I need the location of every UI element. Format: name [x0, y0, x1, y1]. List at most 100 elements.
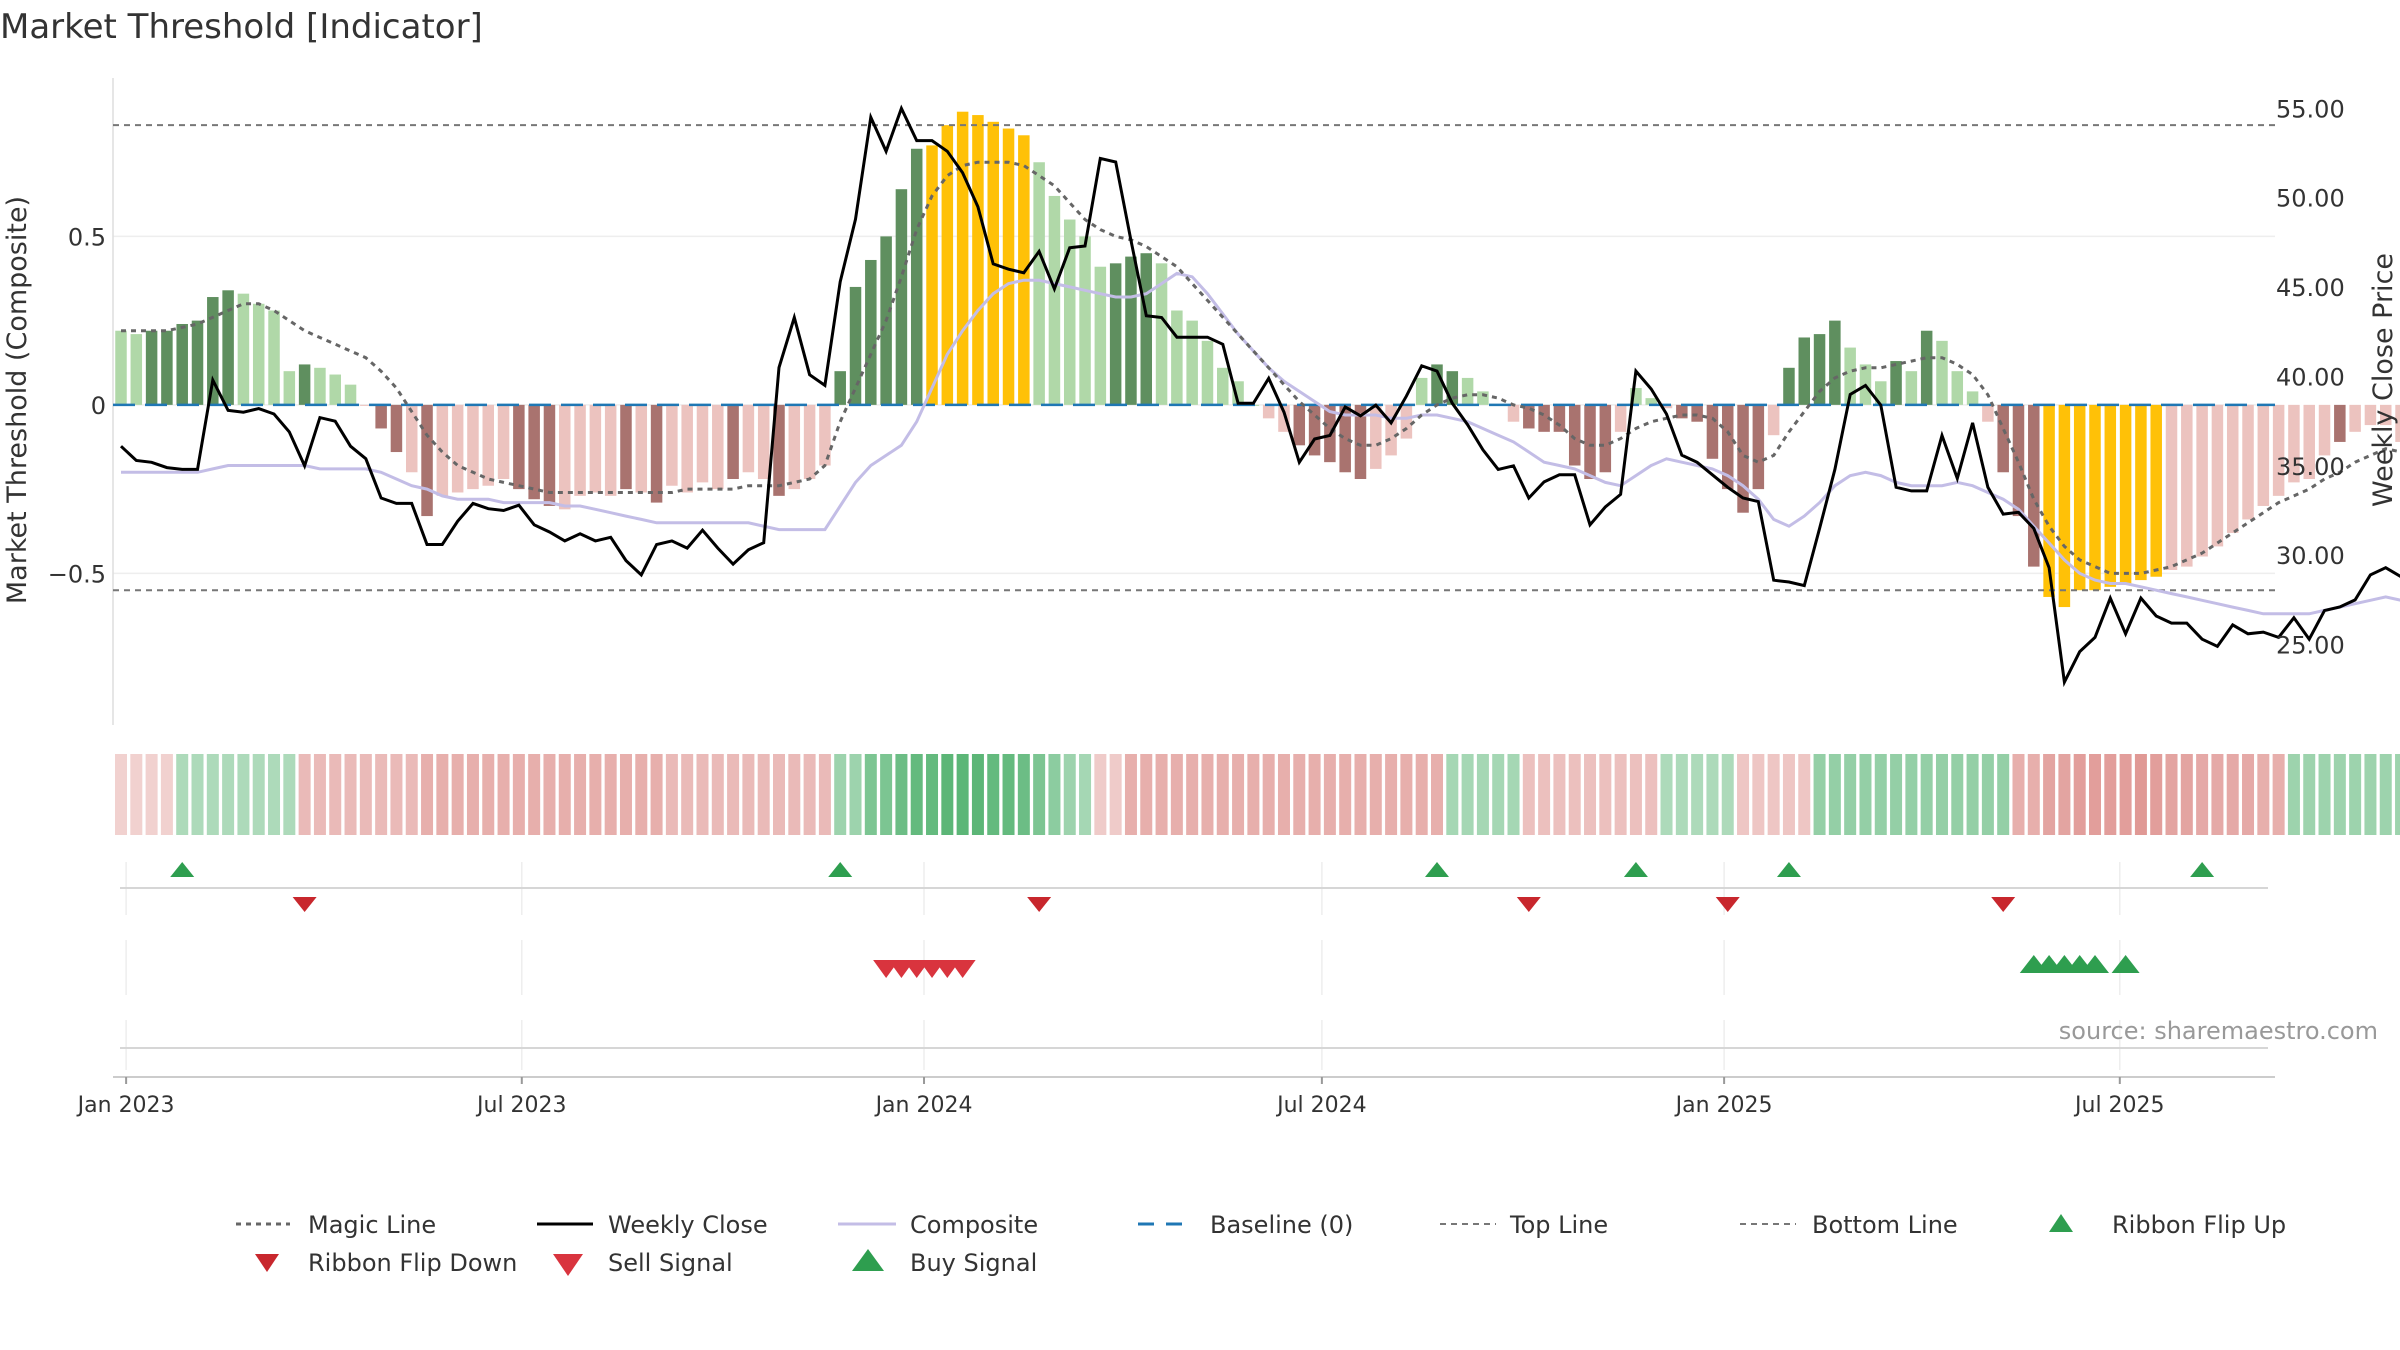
- ribbon-cell: [1308, 754, 1321, 835]
- ribbon-cell: [1415, 754, 1428, 835]
- composite-bar: [2104, 404, 2117, 587]
- legend-ribbon-flip-up: Ribbon Flip Up: [2049, 1211, 2286, 1239]
- ribbon-cell: [2119, 754, 2132, 835]
- ribbon-cell: [2165, 754, 2178, 835]
- main-panel: 0.5 0 −0.5 25.00 30.00 35.00 40.00 45.00 50.00 5…: [2, 78, 2400, 725]
- ribbon-cell: [2242, 754, 2255, 835]
- composite-bar: [635, 404, 648, 493]
- ribbon-cell: [466, 754, 479, 835]
- composite-bar: [650, 404, 663, 503]
- ribbon-cell: [1629, 754, 1642, 835]
- composite-bar: [2028, 404, 2040, 567]
- ribbon-cell: [2364, 754, 2377, 835]
- right-axis-ticks: 25.00 30.00 35.00 40.00 45.00 50.00 55.00: [2276, 95, 2345, 659]
- source-credit: source: sharemaestro.com: [2059, 1017, 2378, 1045]
- ribbon-cell: [803, 754, 816, 835]
- composite-bar: [2196, 404, 2208, 557]
- composite-bar: [1507, 404, 1520, 422]
- ribbon-cell: [2043, 754, 2056, 835]
- ribbon-cell: [665, 754, 678, 835]
- composite-bar: [268, 310, 280, 405]
- legend-label: Top Line: [1509, 1211, 1608, 1239]
- legend-label: Magic Line: [308, 1211, 436, 1239]
- composite-bar: [1890, 361, 1902, 405]
- legend-label: Buy Signal: [910, 1249, 1037, 1277]
- ribbon-cell: [910, 754, 923, 835]
- composite-bar: [1477, 391, 1489, 405]
- ribbon-cell: [1033, 754, 1046, 835]
- composite-bar: [1584, 404, 1596, 480]
- ribbon-cell: [451, 754, 464, 835]
- composite-bar: [1767, 404, 1780, 436]
- legend-label: Sell Signal: [608, 1249, 733, 1277]
- composite-bar: [819, 404, 831, 466]
- ribbon-cell: [971, 754, 984, 835]
- ribbon-cell: [1568, 754, 1581, 835]
- composite-bar: [773, 404, 785, 496]
- composite-bar: [1706, 404, 1719, 459]
- ribbon-cell: [1828, 754, 1841, 835]
- composite-bar: [2303, 404, 2315, 480]
- composite-bar: [1063, 219, 1076, 405]
- ribbon-cell: [1844, 754, 1857, 835]
- ribbon-cell: [1798, 754, 1811, 835]
- ribbon-cell: [1966, 754, 1979, 835]
- composite-bar: [972, 115, 984, 405]
- composite-bar: [1262, 404, 1275, 419]
- ribbon-cell: [1813, 754, 1826, 835]
- composite-bar: [834, 371, 846, 405]
- right-tick-label: 25.00: [2276, 632, 2345, 660]
- composite-bar: [1875, 381, 1887, 405]
- ribbon-cell: [160, 754, 173, 835]
- ribbon-cell: [956, 754, 969, 835]
- ribbon-cell: [2349, 754, 2362, 835]
- composite-bar: [1905, 371, 1918, 405]
- ribbon-cell: [237, 754, 250, 835]
- composite-bar: [1951, 371, 1964, 405]
- ribbon-flip-down-marker: [1715, 897, 1740, 912]
- ribbon-cell: [344, 754, 357, 835]
- ribbon-cell: [1599, 754, 1612, 835]
- ribbon-cell: [1767, 754, 1780, 835]
- ribbon-cell: [773, 754, 785, 835]
- ribbon-cell: [1645, 754, 1658, 835]
- composite-bar: [574, 404, 586, 496]
- ribbon-flip-down-marker: [1516, 897, 1541, 912]
- ribbon-cell: [589, 754, 602, 835]
- composite-bar: [421, 404, 433, 517]
- composite-bar: [1660, 404, 1673, 409]
- ribbon-cell: [1538, 754, 1551, 835]
- x-tick-label: Jan 2023: [76, 1093, 175, 1118]
- composite-bar: [1293, 404, 1306, 446]
- composite-bar: [1278, 404, 1290, 432]
- ribbon-cell: [2196, 754, 2209, 835]
- composite-bar: [742, 404, 755, 473]
- triangle-down-icon: [553, 1254, 583, 1276]
- composite-bar: [2272, 404, 2285, 496]
- ribbon-cell: [313, 754, 326, 835]
- x-tick-label: Jan 2025: [1674, 1093, 1773, 1118]
- ribbon-flip-up-marker: [1776, 862, 1801, 877]
- ribbon-cell: [1660, 754, 1673, 835]
- composite-bar: [543, 404, 556, 506]
- composite-bar: [344, 384, 357, 405]
- composite-bar: [1186, 320, 1198, 405]
- ribbon-cell: [635, 754, 648, 835]
- composite-bar: [2165, 404, 2178, 570]
- composite-bar: [681, 404, 693, 493]
- ribbon-flip-up-marker: [1623, 862, 1648, 877]
- composite-bar: [2334, 404, 2346, 442]
- composite-bar: [1752, 404, 1765, 490]
- ribbon-cell: [849, 754, 862, 835]
- composite-bar: [2043, 404, 2055, 597]
- ribbon-cell: [1920, 754, 1933, 835]
- composite-bar: [467, 404, 479, 490]
- ribbon-cell: [1935, 754, 1948, 835]
- ribbon-cell: [2134, 754, 2147, 835]
- ribbon-cell: [191, 754, 204, 835]
- composite-bar: [1966, 391, 1979, 405]
- ribbon-cell: [528, 754, 541, 835]
- composite-bar: [451, 404, 464, 493]
- ribbon-cell: [1691, 754, 1704, 835]
